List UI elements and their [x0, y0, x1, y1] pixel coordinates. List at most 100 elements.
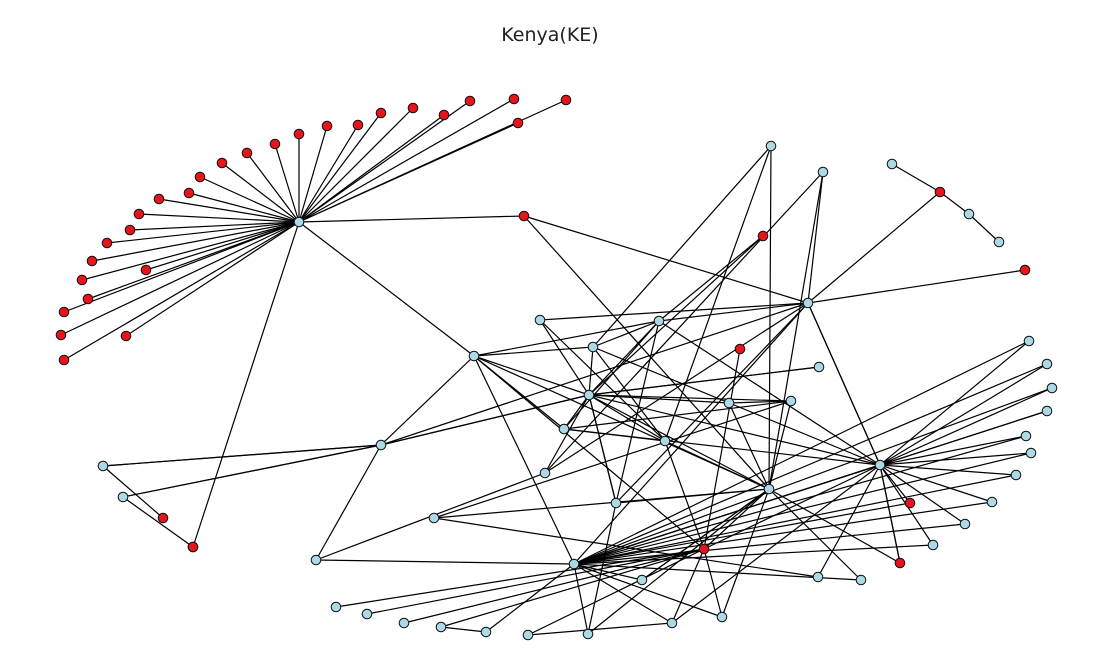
graph-edge — [879, 387, 1053, 466]
graph-edge — [122, 444, 382, 498]
graph-edge — [703, 548, 723, 618]
graph-edge — [403, 548, 705, 624]
graph-edge — [879, 410, 1048, 466]
graph-edge — [728, 400, 792, 404]
graph-node-blue — [1041, 405, 1053, 417]
graph-node-blue — [653, 315, 665, 327]
graph-node-red — [58, 354, 70, 366]
graph-node-red — [194, 171, 206, 183]
graph-node-blue — [1041, 358, 1053, 370]
graph-node-blue — [568, 558, 580, 570]
graph-edge — [588, 394, 881, 466]
graph-edge — [939, 191, 970, 215]
graph-edge — [91, 221, 300, 262]
graph-edge — [523, 215, 770, 490]
graph-node-red — [512, 117, 524, 129]
graph-edge — [298, 125, 328, 223]
graph-node-blue — [812, 571, 824, 583]
graph-node-blue — [582, 628, 594, 640]
graph-edge — [440, 626, 487, 633]
graph-node-blue — [428, 512, 440, 524]
graph-edge — [592, 346, 881, 466]
graph-node-red — [82, 293, 94, 305]
graph-node-blue — [375, 439, 387, 451]
graph-edge — [615, 302, 809, 504]
graph-edge — [658, 235, 764, 322]
graph-node-red — [321, 120, 333, 132]
graph-edge — [879, 340, 1030, 466]
graph-edge — [588, 394, 666, 442]
graph-edge — [592, 320, 660, 348]
graph-edge — [721, 488, 770, 618]
graph-edge — [879, 464, 901, 564]
graph-edge — [473, 320, 660, 357]
graph-edge — [102, 444, 382, 467]
graph-node-blue — [117, 491, 129, 503]
graph-node-red — [375, 107, 387, 119]
graph-edge — [768, 400, 792, 490]
graph-edge — [298, 107, 414, 223]
graph-edge — [158, 198, 300, 223]
graph-edge — [588, 346, 594, 396]
graph-node-blue — [927, 539, 939, 551]
graph-edge — [298, 124, 359, 223]
graph-edge — [768, 488, 901, 564]
graph-node-blue — [1046, 382, 1058, 394]
graph-edge — [106, 221, 300, 244]
graph-node-blue — [310, 554, 322, 566]
graph-edge — [563, 320, 660, 430]
graph-node-blue — [97, 460, 109, 472]
graph-edge — [879, 452, 1032, 466]
graph-title: Kenya(KE) — [501, 24, 599, 46]
graph-edge — [298, 112, 382, 223]
graph-node-blue — [293, 216, 305, 228]
graph-edge — [122, 496, 194, 548]
graph-edge — [768, 488, 862, 581]
graph-node-red — [153, 193, 165, 205]
graph-node-red — [734, 343, 746, 355]
graph-node-blue — [398, 617, 410, 629]
graph-edge — [485, 563, 575, 633]
graph-node-blue — [986, 496, 998, 508]
graph-edge — [473, 355, 770, 490]
graph-edge — [573, 363, 1048, 565]
graph-node-blue — [610, 497, 622, 509]
graph-edge — [433, 488, 770, 519]
edge-layer — [60, 98, 1053, 636]
graph-edge — [563, 394, 590, 430]
graph-edge — [703, 488, 770, 550]
graph-node-blue — [813, 361, 825, 373]
graph-edge — [81, 221, 300, 281]
graph-node-blue — [785, 395, 797, 407]
graph-node-blue — [1020, 430, 1032, 442]
graph-edge — [298, 100, 471, 223]
graph-edge — [768, 145, 772, 490]
graph-edge — [188, 192, 300, 223]
graph-node-blue — [765, 140, 777, 152]
graph-edge — [473, 355, 575, 565]
graph-edge — [807, 269, 1026, 304]
graph-edge — [527, 548, 705, 636]
graph-edge — [968, 213, 1000, 243]
graph-node-red — [157, 512, 169, 524]
graph-edge — [573, 501, 993, 565]
graph-edge — [298, 122, 519, 223]
graph-node-blue — [330, 601, 342, 613]
graph-node-blue — [522, 629, 534, 641]
graph-node-red — [55, 329, 67, 341]
graph-edge — [192, 221, 300, 548]
graph-edge — [527, 622, 673, 636]
graph-edge — [807, 171, 824, 304]
graph-edge — [473, 355, 705, 550]
graph-node-blue — [802, 297, 814, 309]
graph-node-blue — [963, 208, 975, 220]
graph-node-blue — [583, 389, 595, 401]
graph-node-red — [133, 208, 145, 220]
graph-edge — [879, 435, 1027, 466]
graph-node-red — [508, 93, 520, 105]
graph-edge — [573, 563, 589, 635]
graph-node-blue — [636, 574, 648, 586]
graph-node-red — [560, 94, 572, 106]
graph-node-blue — [587, 341, 599, 353]
